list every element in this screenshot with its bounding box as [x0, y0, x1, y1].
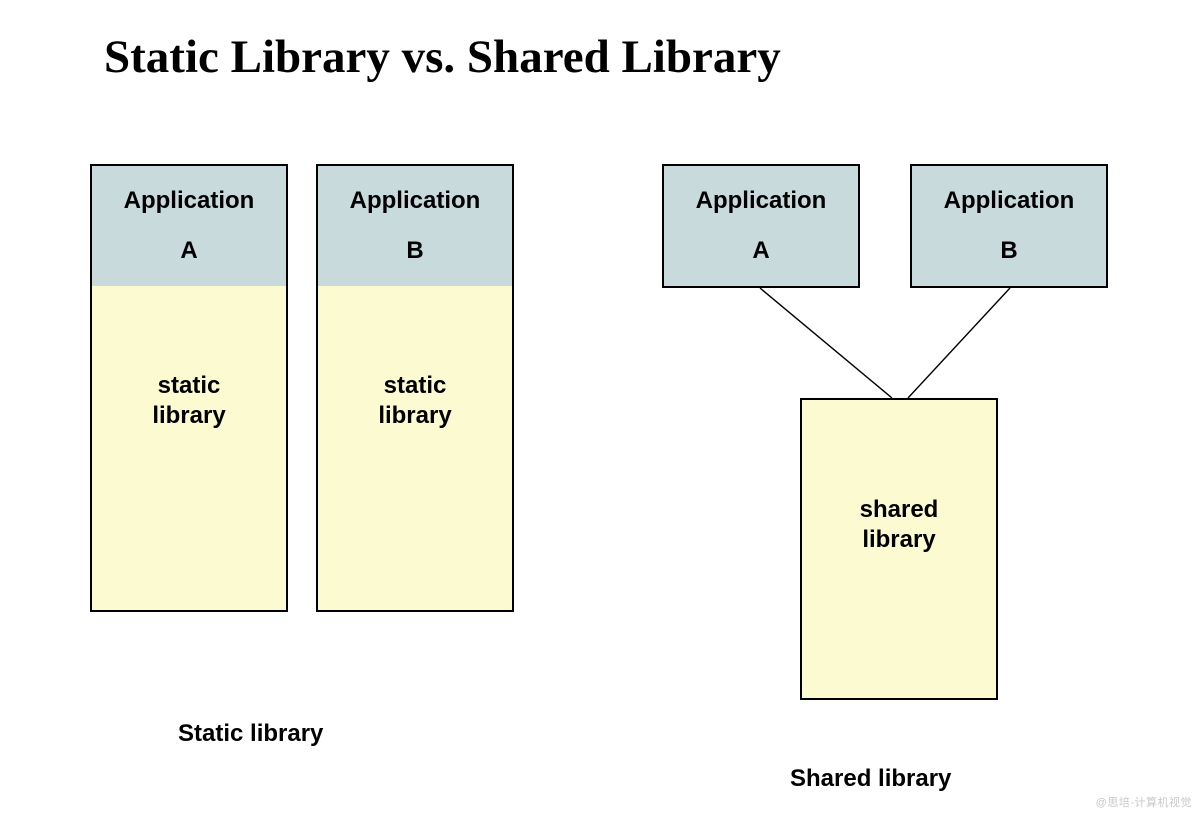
diagram-canvas: Static Library vs. Shared Library Applic…	[0, 0, 1200, 816]
shared-lib-label-l1: shared	[860, 495, 939, 525]
watermark-text: @思培-计算机视觉	[1096, 794, 1192, 810]
shared-caption: Shared library	[790, 765, 951, 793]
connector-b	[908, 288, 1010, 398]
connector-a	[760, 288, 892, 398]
shared-lib-box: shared library	[800, 398, 998, 700]
shared-lib-label-l2: library	[862, 525, 935, 555]
connector-lines	[0, 0, 1200, 816]
